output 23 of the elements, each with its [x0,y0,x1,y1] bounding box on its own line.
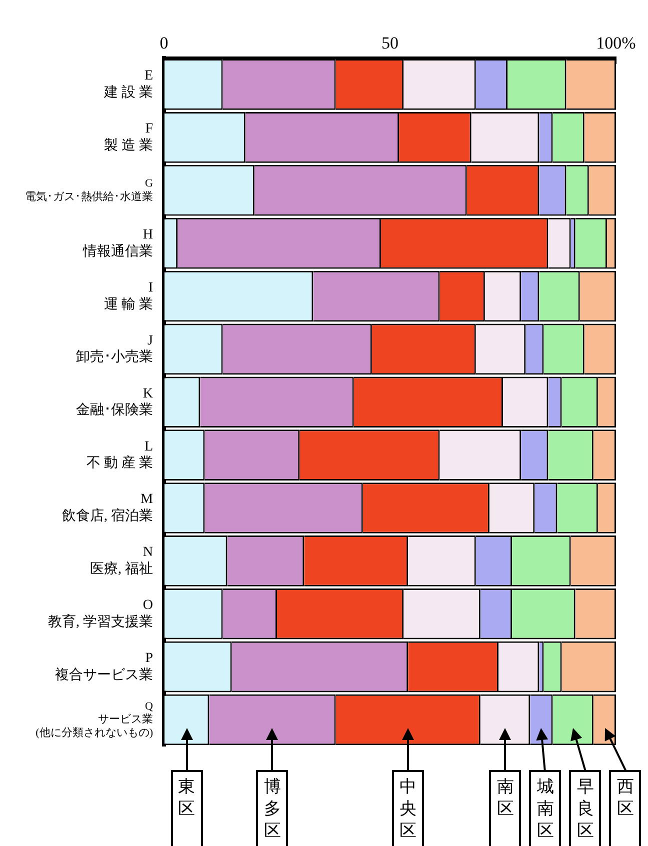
y-tick-label: M 飲食店, 宿泊業 [62,492,154,524]
y-tick-label: K 金融･保険業 [76,386,153,418]
x-tick-label: 50 [382,33,398,52]
series-label: 東区 [177,776,196,820]
y-tick-label: I 運 輸 業 [104,280,154,312]
y-tick-label: J 卸売･小売業 [76,333,154,366]
y-tick-label: L 不 動 産 業 [86,439,153,472]
y-tick-label: F 製 造 業 [104,122,154,154]
series-label: 城南区 [536,776,555,842]
series-label: 南区 [496,776,515,820]
y-tick-label: H 情報通信業 [82,228,153,260]
y-tick-label: G 電気･ガス･熱供給･水道業 [25,178,154,203]
y-tick-label: P 複合サービス業 [55,651,154,683]
y-tick-label: E 建 設 業 [103,68,153,101]
series-label: 早良区 [576,776,595,842]
y-tick-label: N 医療, 福祉 [90,545,153,577]
y-tick-label: Q サービス業 (他に分類されないもの) [36,700,154,739]
x-tick-label: 100% [596,33,636,52]
series-label: 中央区 [398,776,418,842]
series-label: 博多区 [262,776,282,842]
series-label: 西区 [616,776,635,820]
x-tick-label: 0 [160,33,168,52]
y-tick-label: O 教育, 学習支援業 [48,598,153,630]
